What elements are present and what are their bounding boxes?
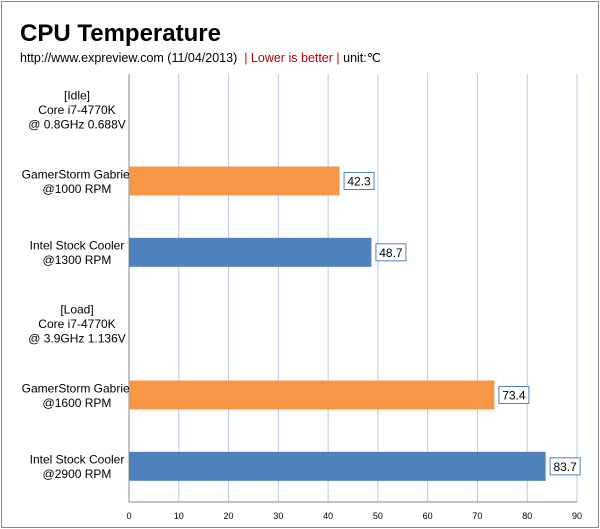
category-label: Core i7-4770K	[38, 103, 115, 117]
category-label: [Load]	[60, 303, 93, 317]
x-tick-label: 80	[522, 511, 532, 521]
data-label: 42.3	[347, 175, 371, 189]
data-label-box	[549, 457, 581, 476]
x-tick-label: 50	[373, 511, 383, 521]
category-label: GamerStorm Gabriel	[22, 381, 133, 395]
x-tick-label: 0	[126, 511, 131, 521]
category-label: GamerStorm Gabriel	[22, 167, 133, 181]
subtitle-unit: unit:℃	[343, 51, 381, 65]
x-tick-label: 10	[174, 511, 184, 521]
bar	[129, 380, 495, 410]
data-label: 83.7	[553, 460, 577, 474]
category-label: @2900 RPM	[43, 467, 112, 481]
x-tick-label: 20	[224, 511, 234, 521]
x-tick-label: 90	[572, 511, 582, 521]
category-label: Core i7-4770K	[38, 317, 115, 331]
subtitle-source: http://www.expreview.com (11/04/2013)	[20, 51, 238, 65]
category-label: @1300 RPM	[43, 253, 112, 267]
category-label: @ 0.8GHz 0.688V	[28, 118, 126, 132]
category-label: @ 3.9GHz 1.136V	[28, 332, 126, 346]
category-label: Intel Stock Cooler	[30, 453, 125, 467]
x-tick-label: 40	[323, 511, 333, 521]
data-label: 73.4	[502, 389, 526, 403]
bar	[129, 451, 546, 481]
data-label-box	[343, 172, 375, 190]
category-label: @1000 RPM	[43, 182, 112, 196]
chart-subtitle: http://www.expreview.com (11/04/2013) | …	[20, 50, 381, 65]
chart-title: CPU Temperature	[20, 20, 221, 47]
subtitle-note: | Lower is better |	[244, 51, 340, 65]
bar	[129, 237, 372, 267]
x-tick-label: 70	[472, 511, 482, 521]
x-tick-label: 60	[423, 511, 433, 521]
bar	[129, 166, 340, 196]
data-label: 48.7	[379, 246, 403, 260]
category-label: @1600 RPM	[43, 396, 112, 410]
category-label: [Idle]	[64, 89, 90, 103]
data-label-box	[375, 243, 407, 262]
category-label: Intel Stock Cooler	[30, 239, 125, 253]
x-tick-label: 30	[273, 511, 283, 521]
data-label-box	[498, 386, 530, 404]
